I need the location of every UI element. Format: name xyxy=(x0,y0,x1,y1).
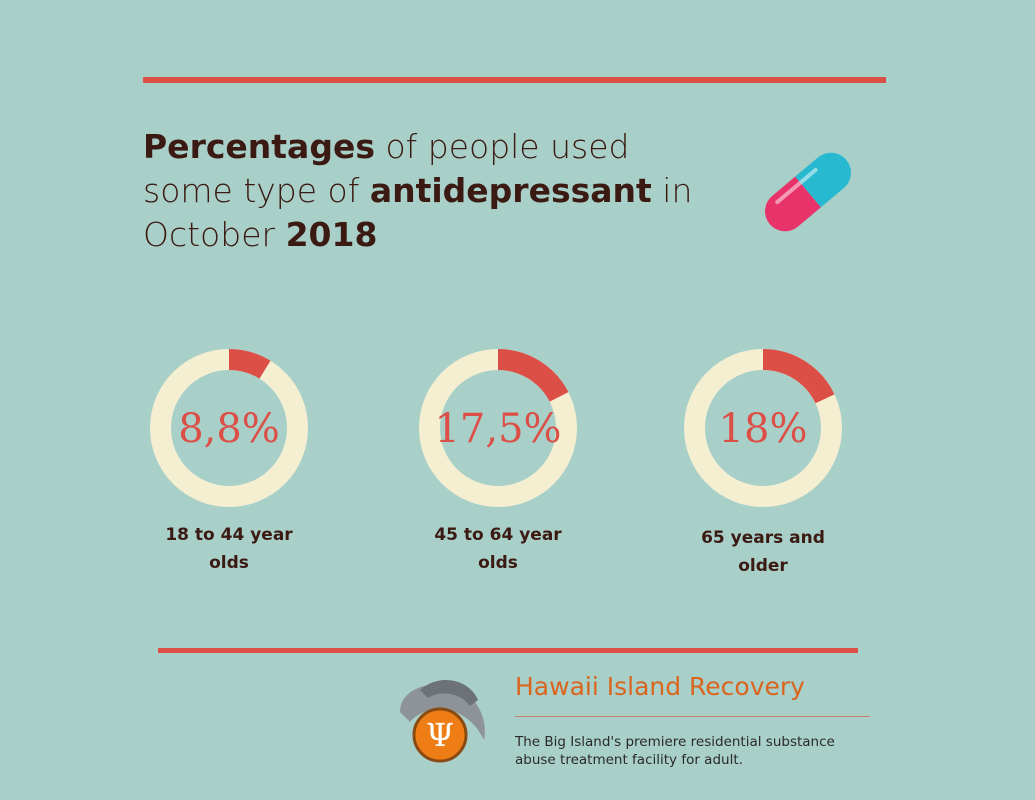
value-label: 18% xyxy=(719,406,808,452)
title-run: of people used some type of xyxy=(143,127,630,210)
value-label: 17,5% xyxy=(434,406,561,452)
tagline: The Big Island's premiere residential su… xyxy=(515,734,835,768)
title-run: 2018 xyxy=(285,215,378,254)
title: Percentages of people used some type of … xyxy=(143,125,713,257)
brand-divider xyxy=(515,716,870,717)
donut-segment xyxy=(228,349,271,379)
donut-segment xyxy=(762,349,835,404)
category-label: 18 to 44 year olds xyxy=(165,525,293,573)
value-label: 8,8% xyxy=(178,406,280,452)
bottom-rule xyxy=(158,648,858,653)
category-label: 65 years and older xyxy=(701,528,825,576)
donut-segment xyxy=(497,349,569,403)
category-label: 45 to 64 year olds xyxy=(434,525,562,573)
brand-name: Hawaii Island Recovery xyxy=(515,672,805,701)
logo-symbol: Ψ xyxy=(426,716,454,754)
top-rule xyxy=(143,77,886,83)
pill-icon xyxy=(765,152,851,232)
title-run: antidepressant xyxy=(369,171,652,210)
title-run: in October xyxy=(143,171,693,254)
logo xyxy=(400,679,485,763)
title-run: Percentages xyxy=(143,127,375,166)
